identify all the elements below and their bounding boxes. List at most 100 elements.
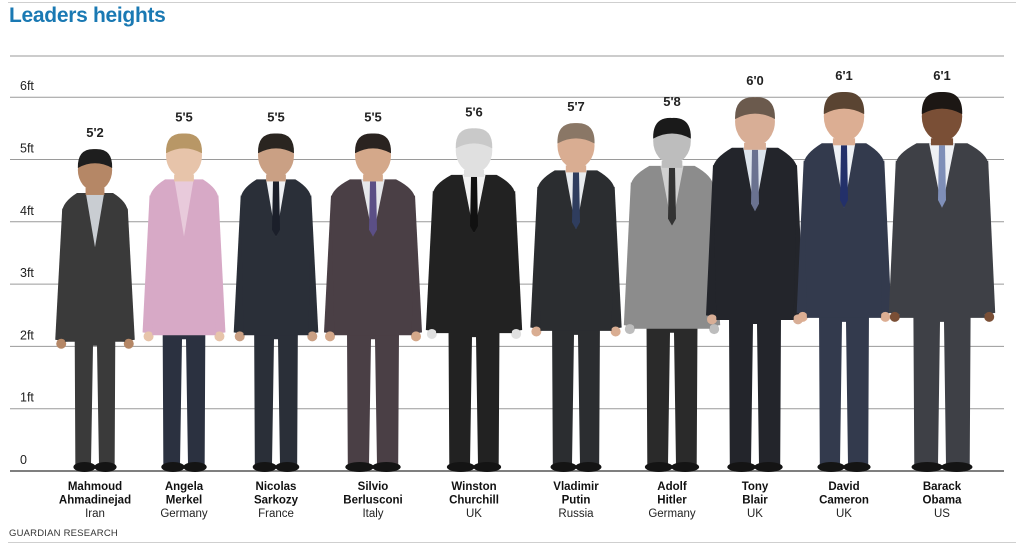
source-credit: GUARDIAN RESEARCH xyxy=(9,528,118,539)
top-rule xyxy=(8,2,1016,3)
jacket xyxy=(803,143,885,318)
hand xyxy=(214,331,225,342)
tie xyxy=(840,145,848,208)
leader-figure xyxy=(796,91,892,472)
shoe xyxy=(941,462,973,472)
y-tick-label: 0 xyxy=(20,453,27,467)
leader-figure xyxy=(530,123,622,472)
shoe xyxy=(727,462,756,472)
leader-name-line: Berlusconi xyxy=(343,495,402,507)
height-label: 5'5 xyxy=(364,110,382,125)
height-label: 5'5 xyxy=(175,110,193,125)
leader-figure xyxy=(706,97,804,472)
leader-country: Iran xyxy=(85,508,105,520)
hand xyxy=(511,328,522,339)
shoe xyxy=(372,462,401,472)
height-label: 5'6 xyxy=(465,104,483,119)
hair xyxy=(77,149,113,168)
hand xyxy=(797,311,808,322)
jacket xyxy=(149,179,219,336)
hand xyxy=(307,331,318,342)
jacket xyxy=(432,174,516,334)
height-label: 6'0 xyxy=(746,73,764,88)
hand xyxy=(325,331,335,342)
shirt xyxy=(174,179,194,237)
hair xyxy=(653,117,691,139)
y-tick-label: 3ft xyxy=(20,266,34,280)
hair xyxy=(354,133,392,154)
leader-name-line: Hitler xyxy=(657,495,687,507)
hair xyxy=(557,123,595,144)
hand xyxy=(709,324,720,335)
leader-name-line: Merkel xyxy=(166,495,202,507)
hand xyxy=(123,338,134,349)
shoe xyxy=(754,462,783,472)
shoe xyxy=(446,462,475,472)
leader-country: Russia xyxy=(558,508,594,520)
tie xyxy=(470,176,478,233)
hair xyxy=(257,133,295,154)
hand xyxy=(610,326,621,337)
tie xyxy=(572,172,580,230)
legs xyxy=(74,331,116,465)
shoe xyxy=(345,462,374,472)
shoe xyxy=(161,462,185,472)
legs xyxy=(254,325,298,465)
legs xyxy=(448,323,500,465)
jacket xyxy=(240,179,312,336)
legs xyxy=(819,307,869,465)
leader-name-line: Ahmadinejad xyxy=(59,495,131,507)
shoe xyxy=(73,462,96,472)
jacket xyxy=(537,170,615,331)
leader-country: UK xyxy=(747,508,763,520)
leader-figure xyxy=(55,149,135,472)
leader-name-line: Churchill xyxy=(449,495,499,507)
hand xyxy=(707,314,717,325)
leader-country: UK xyxy=(836,508,852,520)
shoe xyxy=(843,462,871,472)
leader-name-line: Nicolas xyxy=(256,481,297,493)
neck xyxy=(744,142,766,150)
shoe xyxy=(575,462,602,472)
height-label: 5'8 xyxy=(663,94,681,109)
leader-figure xyxy=(324,133,422,472)
y-tick-label: 1ft xyxy=(20,391,34,405)
y-tick-label: 2ft xyxy=(20,328,34,342)
hair xyxy=(823,91,865,115)
jacket xyxy=(331,179,415,336)
leader-name-line: Winston xyxy=(451,481,496,493)
hand xyxy=(234,331,245,342)
leader-name-line: David xyxy=(828,481,859,493)
leader-country: UK xyxy=(466,508,482,520)
shoe xyxy=(644,462,673,472)
leader-figure xyxy=(142,133,226,472)
y-tick-label: 6ft xyxy=(20,79,34,93)
height-label: 5'7 xyxy=(567,99,585,114)
height-label: 5'5 xyxy=(267,110,285,125)
leader-name-line: Silvio xyxy=(358,481,389,493)
hand xyxy=(411,331,421,342)
leader-country: Italy xyxy=(362,508,383,520)
shirt xyxy=(85,192,105,248)
leader-name-line: Angela xyxy=(165,481,204,493)
shoe xyxy=(817,462,845,472)
leader-figure xyxy=(233,133,319,472)
jacket xyxy=(62,192,128,342)
leader-name-line: Blair xyxy=(742,495,768,507)
leader-figure xyxy=(623,117,721,472)
y-tick-label: 5ft xyxy=(20,142,34,156)
hand xyxy=(880,311,891,322)
neck xyxy=(85,187,105,195)
leader-name-line: Putin xyxy=(562,495,591,507)
leader-country: US xyxy=(934,508,950,520)
legs xyxy=(646,318,698,465)
hair xyxy=(921,91,963,115)
leader-country: Germany xyxy=(160,508,208,520)
jacket xyxy=(713,147,797,321)
hand xyxy=(56,338,67,349)
shoe xyxy=(252,462,277,472)
neck xyxy=(565,165,587,173)
hand xyxy=(624,324,635,335)
hair xyxy=(165,133,203,154)
